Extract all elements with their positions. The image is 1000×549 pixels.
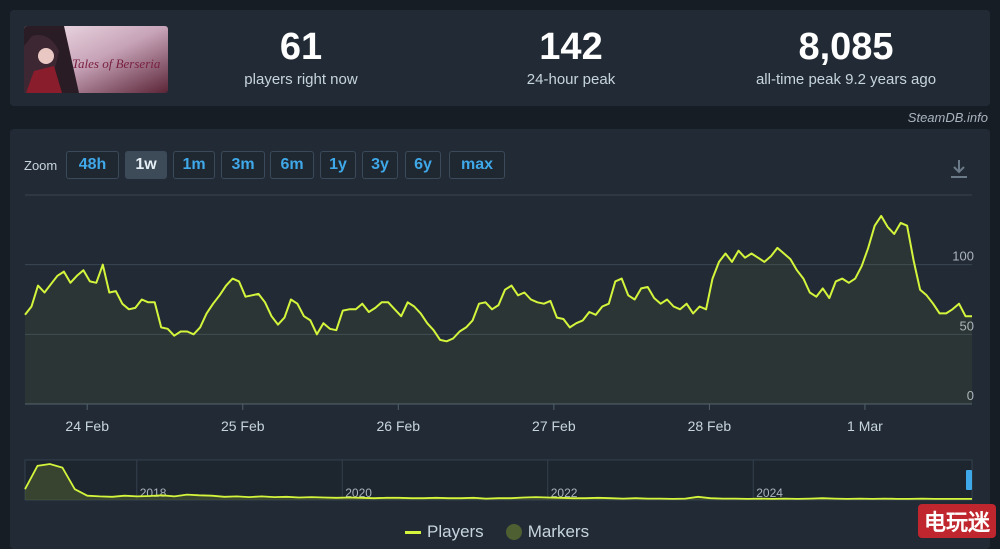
game-logo[interactable]: Tales of Berseria xyxy=(24,26,168,93)
day-peak-stat: 142 24-hour peak xyxy=(471,24,671,88)
markers-legend-label[interactable]: Markers xyxy=(527,522,590,541)
current-players-value: 61 xyxy=(279,26,323,68)
y-tick-label: 50 xyxy=(960,318,974,333)
zoom-3y-button[interactable]: 3y xyxy=(362,151,398,179)
chart-legend: Players Markers xyxy=(405,522,589,542)
day-peak-value: 142 xyxy=(539,26,603,68)
x-tick-label: 26 Feb xyxy=(377,418,421,434)
navigator-series-line xyxy=(24,463,972,500)
zoom-6m-button[interactable]: 6m xyxy=(270,151,314,179)
zoom-max-button[interactable]: max xyxy=(449,151,505,179)
svg-text:Tales of Berseria: Tales of Berseria xyxy=(72,56,161,71)
players-area xyxy=(25,215,972,404)
players-series-line xyxy=(24,214,972,343)
all-time-peak-stat: 8,085 all-time peak 9.2 years ago xyxy=(726,24,966,88)
navigator-range-handle xyxy=(966,470,972,490)
all-time-peak-label: all-time peak 9.2 years ago xyxy=(755,71,937,88)
y-tick-label: 0 xyxy=(967,388,974,403)
navigator-year-label: 2022 xyxy=(551,486,578,500)
current-players-label: players right now xyxy=(244,71,358,88)
zoom-1w-button[interactable]: 1w xyxy=(125,151,167,179)
players-legend-swatch xyxy=(405,530,421,534)
zoom-3m-button[interactable]: 3m xyxy=(221,151,265,179)
players-legend-label[interactable]: Players xyxy=(427,522,484,541)
x-tick-label: 1 Mar xyxy=(847,418,883,434)
day-peak-label: 24-hour peak xyxy=(526,71,616,88)
navigator-frame xyxy=(24,459,973,501)
markers-legend-swatch xyxy=(505,524,522,540)
y-tick-label: 100 xyxy=(952,249,974,264)
zoom-48h-button[interactable]: 48h xyxy=(66,151,119,179)
watermark-logo: 电玩迷 xyxy=(917,504,996,538)
zoom-1y-button[interactable]: 1y xyxy=(320,151,356,179)
zoom-6y-button[interactable]: 6y xyxy=(405,151,441,179)
stats-panel: Tales of Berseria 61 players right now 1… xyxy=(10,10,990,106)
current-players-stat: 61 players right now xyxy=(201,24,401,88)
x-tick-label: 27 Feb xyxy=(532,418,576,434)
navigator-year-label: 2024 xyxy=(756,486,783,500)
steamdb-credit[interactable]: SteamDB.info xyxy=(907,110,988,125)
x-tick-label: 28 Feb xyxy=(688,418,732,434)
x-tick-label: 24 Feb xyxy=(65,418,109,434)
all-time-peak-value: 8,085 xyxy=(798,26,894,68)
x-tick-label: 25 Feb xyxy=(221,418,265,434)
download-icon[interactable] xyxy=(948,158,970,180)
zoom-1m-button[interactable]: 1m xyxy=(173,151,215,179)
zoom-label: Zoom xyxy=(24,158,58,173)
navigator-year-label: 2020 xyxy=(345,486,372,500)
